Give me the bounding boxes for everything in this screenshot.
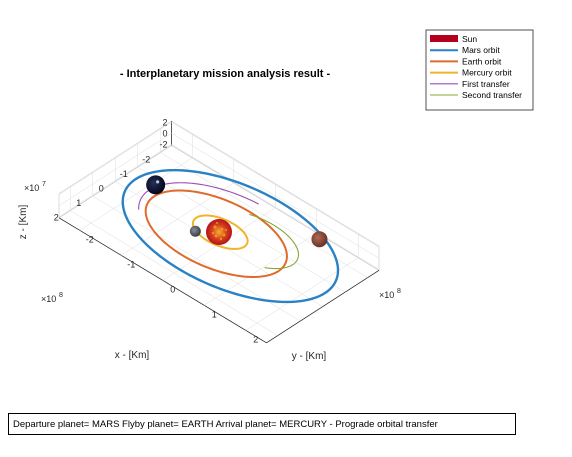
z-exponent-base: ×10	[24, 183, 39, 193]
sun-spot	[214, 234, 218, 238]
legend-label: Sun	[462, 34, 477, 44]
z-axis-label: z - [Km]	[18, 205, 29, 240]
sun-spot	[220, 227, 224, 231]
y-tick-label: -2	[86, 234, 94, 244]
earth-orbit-line	[144, 189, 288, 278]
x-tick-label: 1	[76, 198, 81, 208]
bodies-group	[146, 175, 328, 248]
y-tick-label: 0	[170, 284, 175, 294]
mars-planet	[311, 231, 328, 248]
sun-spot	[222, 233, 226, 237]
legend-label: Mars orbit	[462, 45, 500, 55]
x-tick-label: 2	[54, 213, 59, 223]
y-exponent-base: ×10	[379, 290, 394, 300]
grid-line-y	[245, 257, 359, 331]
grid-lines	[58, 122, 380, 336]
earth-planet	[146, 175, 166, 195]
earth-highlight	[156, 180, 160, 184]
mars-orbit-line	[121, 168, 340, 304]
status-bar: Departure planet= MARS Flyby planet= EAR…	[8, 413, 516, 435]
x-exponent-base: ×10	[41, 294, 56, 304]
y-exponent: ×10 8	[379, 288, 401, 300]
z-tick-label: 0	[162, 128, 167, 138]
sun-spot	[217, 230, 221, 234]
legend-swatch-sun	[430, 35, 458, 42]
second-transfer-line	[248, 213, 300, 270]
y-exponent-power: 8	[397, 288, 401, 295]
grid-line-z	[58, 144, 172, 217]
mercury-orbit-line	[191, 214, 249, 250]
grid-line-x	[70, 210, 278, 336]
y-tick-label: 2	[253, 334, 258, 344]
legend-box	[425, 29, 534, 111]
z-tick-label: 2	[162, 117, 167, 127]
orbits-group	[121, 168, 340, 304]
grid-line-z	[58, 133, 172, 206]
legend-label: Earth orbit	[462, 56, 502, 66]
z-exponent-power: 7	[42, 181, 46, 188]
sun-spot	[216, 222, 218, 224]
x-tick-label: -2	[142, 155, 150, 165]
mercury-planet	[189, 225, 201, 237]
y-tick-label: -1	[127, 259, 135, 269]
y-axis-label: y - [Km]	[292, 351, 327, 362]
sun-spot	[211, 231, 215, 235]
legend-label: First transfer	[462, 79, 510, 89]
legend-label: Second transfer	[462, 90, 522, 100]
grid-line-z	[58, 122, 172, 195]
x-axis-label: x - [Km]	[115, 350, 150, 361]
sun-spot	[219, 237, 223, 241]
sun-spot	[213, 225, 217, 229]
grid-line-z	[171, 122, 380, 248]
grid-line-y	[204, 232, 317, 306]
x-exponent-power: 8	[59, 292, 63, 299]
z-tick-label: -2	[159, 139, 167, 149]
grid-line-z	[171, 133, 380, 259]
legend-label: Mercury orbit	[462, 68, 512, 78]
z-exponent: ×10 7	[24, 181, 46, 193]
x-tick-label: 0	[99, 184, 104, 194]
sun-spot	[225, 229, 227, 231]
transfers-group	[138, 182, 300, 270]
x-tick-label: -1	[120, 169, 128, 179]
chart-title: - Interplanetary mission analysis result…	[120, 68, 331, 80]
y-tick-label: 1	[212, 309, 217, 319]
grid-line-z	[171, 144, 380, 270]
first-transfer-line	[138, 182, 259, 210]
status-text: Departure planet= MARS Flyby planet= EAR…	[13, 418, 438, 430]
x-exponent: ×10 8	[41, 292, 63, 304]
